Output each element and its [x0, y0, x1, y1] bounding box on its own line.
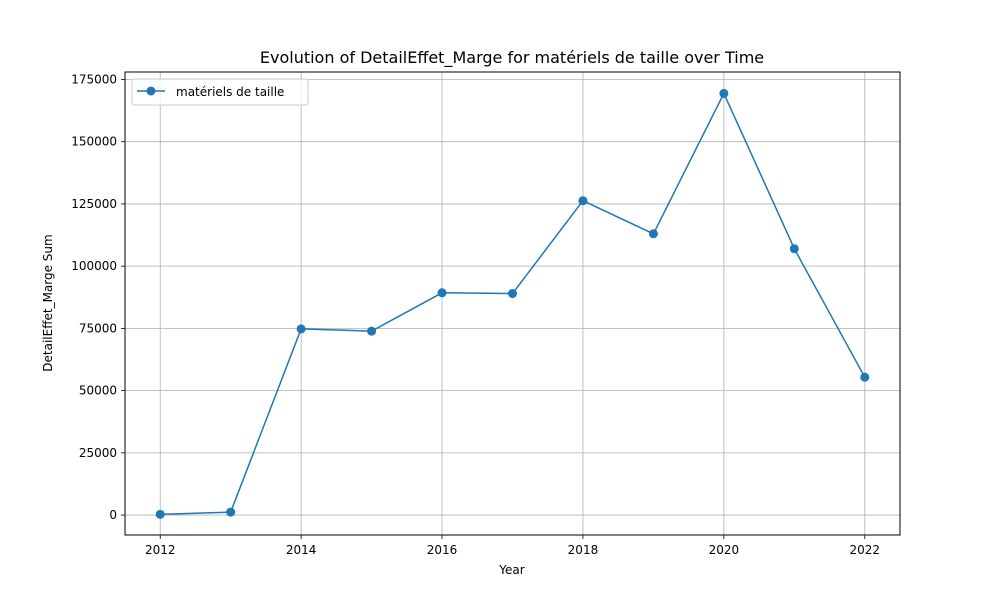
- plot-area: [125, 72, 900, 535]
- y-tick-label: 100000: [71, 259, 117, 273]
- data-point: [437, 288, 447, 298]
- plot-frame: [124, 71, 901, 536]
- x-tick-label: 2012: [145, 543, 176, 557]
- chart-title: Evolution of DetailEffet_Marge for matér…: [260, 48, 764, 68]
- y-tick-label: 25000: [79, 446, 117, 460]
- legend-marker-swatch: [146, 86, 156, 96]
- data-point: [367, 326, 377, 336]
- legend-label: matériels de taille: [176, 85, 284, 99]
- data-point: [508, 289, 517, 299]
- x-axis-label: Year: [498, 563, 524, 577]
- x-tick-label: 2018: [568, 543, 599, 557]
- x-axis-ticks: 2012 2014 2016 2018 2020 2022: [145, 535, 880, 557]
- y-axis-ticks: 0 25000 50000 75000 100000 125000 150000 175000: [71, 72, 125, 522]
- data-point: [719, 88, 729, 98]
- series-layer: [155, 88, 870, 519]
- y-axis-label: DetailEffet_Marge Sum: [41, 234, 55, 371]
- y-tick-label: 125000: [71, 197, 117, 211]
- x-tick-label: 2020: [709, 543, 740, 557]
- x-tick-label: 2022: [849, 543, 880, 557]
- data-point: [226, 507, 236, 517]
- x-tick-label: 2016: [427, 543, 458, 557]
- y-tick-label: 50000: [79, 384, 117, 398]
- data-point: [578, 196, 588, 206]
- data-point: [789, 244, 799, 254]
- legend-box: [131, 78, 309, 106]
- x-tick-label: 2014: [286, 543, 317, 557]
- y-tick-label: 150000: [71, 135, 117, 149]
- y-tick-label: 175000: [71, 72, 117, 86]
- data-point: [860, 372, 870, 382]
- data-point: [648, 229, 658, 239]
- legend: matériels de taille: [131, 78, 309, 106]
- data-point: [296, 324, 306, 334]
- data-point: [155, 509, 165, 519]
- y-tick-label: 0: [109, 508, 117, 522]
- y-tick-label: 75000: [79, 321, 117, 335]
- grid-lines: [125, 72, 900, 535]
